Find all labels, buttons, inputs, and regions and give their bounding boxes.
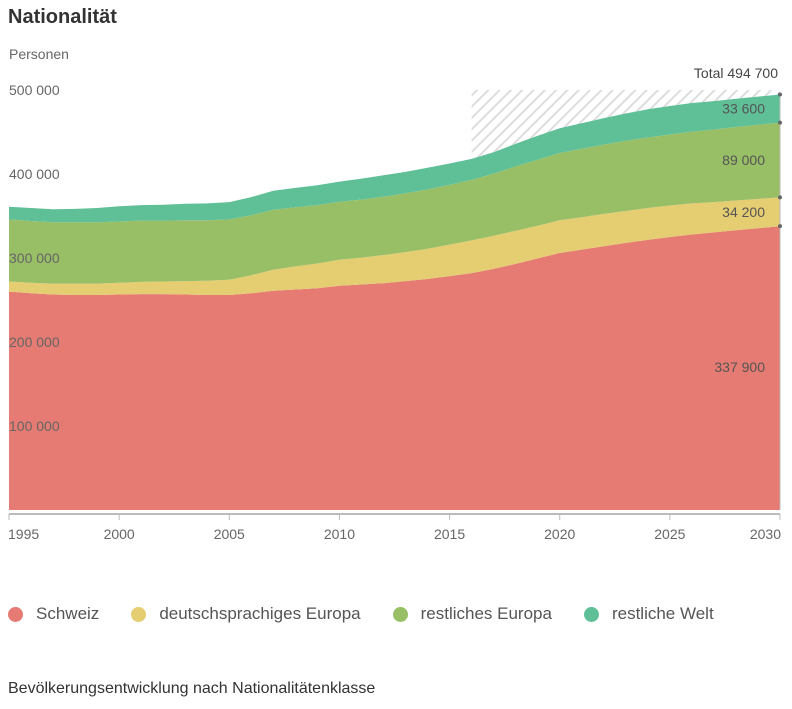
area-deutschsprachig[interactable]	[9, 197, 780, 295]
y-axis-ticks: 100 000 200 000 300 000 400 000 500 000	[9, 82, 60, 434]
x-tick-label: 2015	[434, 526, 465, 542]
legend-label-schweiz: Schweiz	[36, 604, 100, 623]
total-label: Total 494 700	[694, 65, 778, 81]
chart-title: Nationalität	[8, 6, 117, 28]
x-tick-label: 2010	[324, 526, 355, 542]
legend-label-rest-europa: restliches Europa	[420, 604, 552, 623]
forecast-region-empty	[471, 90, 780, 159]
end-marker-dot-restWelt	[778, 92, 782, 97]
x-tick-label: 2005	[214, 526, 245, 542]
end-marker-dot-restEuropa	[778, 120, 782, 125]
legend-dot-deutschsprachig	[131, 606, 147, 622]
x-tick-label: 2020	[544, 526, 575, 542]
end-label-schweiz: 337 900	[714, 359, 765, 375]
legend-item-rest-welt[interactable]: restliche Welt	[583, 604, 714, 624]
legend-item-schweiz[interactable]: Schweiz	[8, 604, 99, 624]
x-tick-label: 2000	[104, 526, 135, 542]
legend: Schweiz deutschsprachiges Europa restlic…	[8, 604, 746, 624]
stacked-area-chart: 1995 2000 2005 2010 2015 2020 2025 2030 100 000…	[8, 65, 782, 542]
y-axis-unit-label: Personen	[9, 46, 69, 62]
area-schweiz[interactable]	[9, 226, 780, 510]
end-label-restWelt: 33 600	[722, 101, 765, 117]
area-layers	[9, 94, 780, 510]
y-tick-label: 200 000	[9, 334, 60, 350]
legend-label-deutschsprachig: deutschsprachiges Europa	[159, 604, 361, 623]
area-restWelt[interactable]	[9, 94, 780, 223]
legend-item-deutschsprachig[interactable]: deutschsprachiges Europa	[131, 604, 361, 624]
end-marker-dot-schweiz	[778, 224, 782, 229]
x-tick-label: 2025	[654, 526, 685, 542]
x-axis: 1995 2000 2005 2010 2015 2020 2025 2030	[8, 513, 781, 542]
y-tick-label: 100 000	[9, 418, 60, 434]
y-tick-label: 300 000	[9, 250, 60, 266]
x-tick-label: 2030	[750, 526, 781, 542]
end-label-deutschsprachig: 34 200	[722, 204, 765, 220]
end-label-restEuropa: 89 000	[722, 152, 765, 168]
area-restEuropa[interactable]	[9, 122, 780, 284]
chart-caption: Bevölkerungsentwicklung nach Nationalitä…	[8, 680, 376, 697]
end-labels: 337 900 34 200 89 000 33 600 Total 494 700	[694, 65, 782, 510]
y-tick-label: 400 000	[9, 166, 60, 182]
end-marker-dot-deutschsprachig	[778, 195, 782, 200]
y-tick-label: 500 000	[9, 82, 60, 98]
legend-label-rest-welt: restliche Welt	[611, 604, 714, 623]
legend-dot-schweiz	[8, 606, 23, 622]
legend-item-rest-europa[interactable]: restliches Europa	[392, 604, 552, 624]
x-tick-label: 1995	[8, 526, 39, 542]
legend-dot-rest-welt	[583, 606, 599, 622]
legend-dot-rest-europa	[392, 606, 408, 622]
